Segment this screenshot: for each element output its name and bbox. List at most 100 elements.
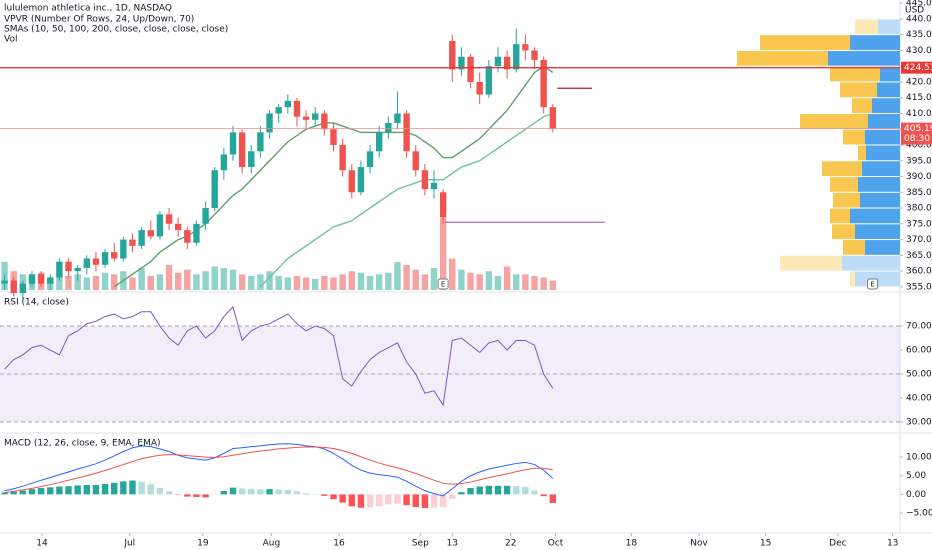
candle-body bbox=[138, 230, 145, 246]
x-tick-label: 13 bbox=[887, 539, 898, 549]
volume-bar bbox=[357, 272, 365, 290]
candle-body bbox=[321, 113, 328, 130]
profile-down bbox=[866, 145, 900, 161]
macd-histogram-bar bbox=[74, 485, 81, 495]
profile-down bbox=[828, 50, 900, 66]
macd-histogram-bar bbox=[357, 494, 365, 508]
macd-histogram-bar bbox=[202, 494, 209, 498]
volume-bar bbox=[412, 269, 419, 290]
candle-body bbox=[56, 261, 63, 278]
profile-up bbox=[840, 82, 877, 98]
volume-bar bbox=[238, 274, 246, 290]
macd-histogram-bar bbox=[65, 486, 72, 495]
volume-bar bbox=[485, 271, 493, 290]
x-tick-label: 18 bbox=[626, 539, 638, 549]
macd-histogram-bar bbox=[129, 480, 136, 495]
volume-bar bbox=[193, 274, 200, 290]
candle-body bbox=[275, 107, 282, 114]
profile-down bbox=[855, 271, 900, 287]
y-tick-label: 355.0 bbox=[906, 282, 932, 292]
macd-histogram-bar bbox=[1, 492, 8, 495]
volume-bar bbox=[275, 275, 282, 290]
volume-bar bbox=[494, 275, 502, 290]
macd-histogram-bar bbox=[494, 485, 502, 495]
profile-down bbox=[872, 98, 900, 113]
macd-histogram-bar bbox=[540, 494, 547, 497]
volume-bar bbox=[248, 275, 255, 290]
candle-body bbox=[412, 151, 419, 171]
alert-label: 424.53 bbox=[904, 63, 932, 73]
macd-histogram-bar bbox=[229, 487, 237, 495]
y-tick-label: 40.00 bbox=[906, 393, 932, 403]
indicator-legend: VPVR (Number Of Rows, 24, Up/Down, 70) bbox=[4, 15, 194, 25]
volume-bar bbox=[394, 261, 401, 290]
candle-body bbox=[37, 274, 45, 284]
volume-bar bbox=[476, 274, 483, 290]
candle-body bbox=[129, 239, 136, 246]
macd-histogram-bar bbox=[375, 494, 383, 506]
candle-body bbox=[92, 258, 100, 265]
event-label: E bbox=[441, 281, 445, 289]
profile-up bbox=[855, 19, 878, 35]
profile-down bbox=[842, 255, 900, 271]
volume-bar bbox=[293, 275, 301, 290]
y-tick-label: 0.00 bbox=[906, 490, 926, 500]
volume-bar bbox=[430, 268, 438, 290]
profile-down bbox=[850, 35, 900, 50]
macd-histogram-bar bbox=[275, 489, 282, 495]
x-tick-label: Jul bbox=[123, 539, 135, 549]
volume-bar bbox=[366, 275, 374, 290]
profile-up bbox=[780, 255, 842, 271]
candle-body bbox=[1, 280, 8, 284]
candle-body bbox=[421, 170, 429, 190]
event-marker bbox=[437, 278, 449, 290]
alert-box bbox=[901, 61, 932, 74]
y-tick-label: 360.0 bbox=[906, 267, 932, 277]
profile-down bbox=[860, 192, 900, 208]
macd-histogram-bar bbox=[412, 494, 419, 508]
y-tick-label: 375.0 bbox=[906, 219, 932, 229]
y-tick-label: 400.0 bbox=[906, 141, 932, 151]
macd-histogram-bar bbox=[266, 489, 273, 495]
volume-bar bbox=[202, 271, 209, 290]
volume-bar bbox=[403, 264, 410, 290]
x-tick-label: Aug bbox=[263, 539, 281, 549]
candle-body bbox=[494, 56, 502, 67]
volume-bar bbox=[156, 274, 164, 290]
volume-bar bbox=[375, 274, 383, 290]
macd-histogram-bar bbox=[302, 493, 310, 495]
candle-body bbox=[403, 113, 410, 152]
candle-body bbox=[165, 214, 173, 224]
volume-bar bbox=[211, 266, 218, 290]
volume-bar bbox=[165, 264, 173, 290]
y-tick-label: 440.0 bbox=[906, 14, 932, 24]
profile-up bbox=[760, 35, 850, 50]
profile-down bbox=[868, 113, 900, 129]
volume-bar bbox=[220, 268, 228, 290]
macd-histogram-bar bbox=[19, 490, 27, 495]
candle-body bbox=[184, 230, 191, 243]
candle-body bbox=[74, 267, 81, 272]
candle-body bbox=[19, 283, 27, 294]
volume-bar bbox=[458, 269, 465, 290]
macd-histogram-bar bbox=[293, 491, 301, 495]
profile-down bbox=[862, 161, 900, 177]
profile-down bbox=[878, 19, 900, 35]
y-tick-label: 390.0 bbox=[906, 172, 932, 182]
volume-bar bbox=[138, 268, 145, 290]
y-tick-label: 380.0 bbox=[906, 204, 932, 214]
macd-histogram-bar bbox=[138, 481, 145, 495]
profile-up bbox=[737, 50, 828, 66]
volume-bar bbox=[522, 274, 529, 290]
macd-histogram-bar bbox=[503, 485, 511, 495]
macd-histogram-bar bbox=[348, 494, 355, 507]
profile-down bbox=[865, 129, 900, 145]
y-tick-label: 70.00 bbox=[906, 322, 932, 332]
volume-bar bbox=[184, 269, 191, 290]
y-tick-label: 420.0 bbox=[906, 77, 932, 87]
y-tick-label: 5.00 bbox=[906, 471, 926, 481]
volume-bar bbox=[503, 266, 511, 290]
macd-histogram-bar bbox=[37, 488, 45, 495]
